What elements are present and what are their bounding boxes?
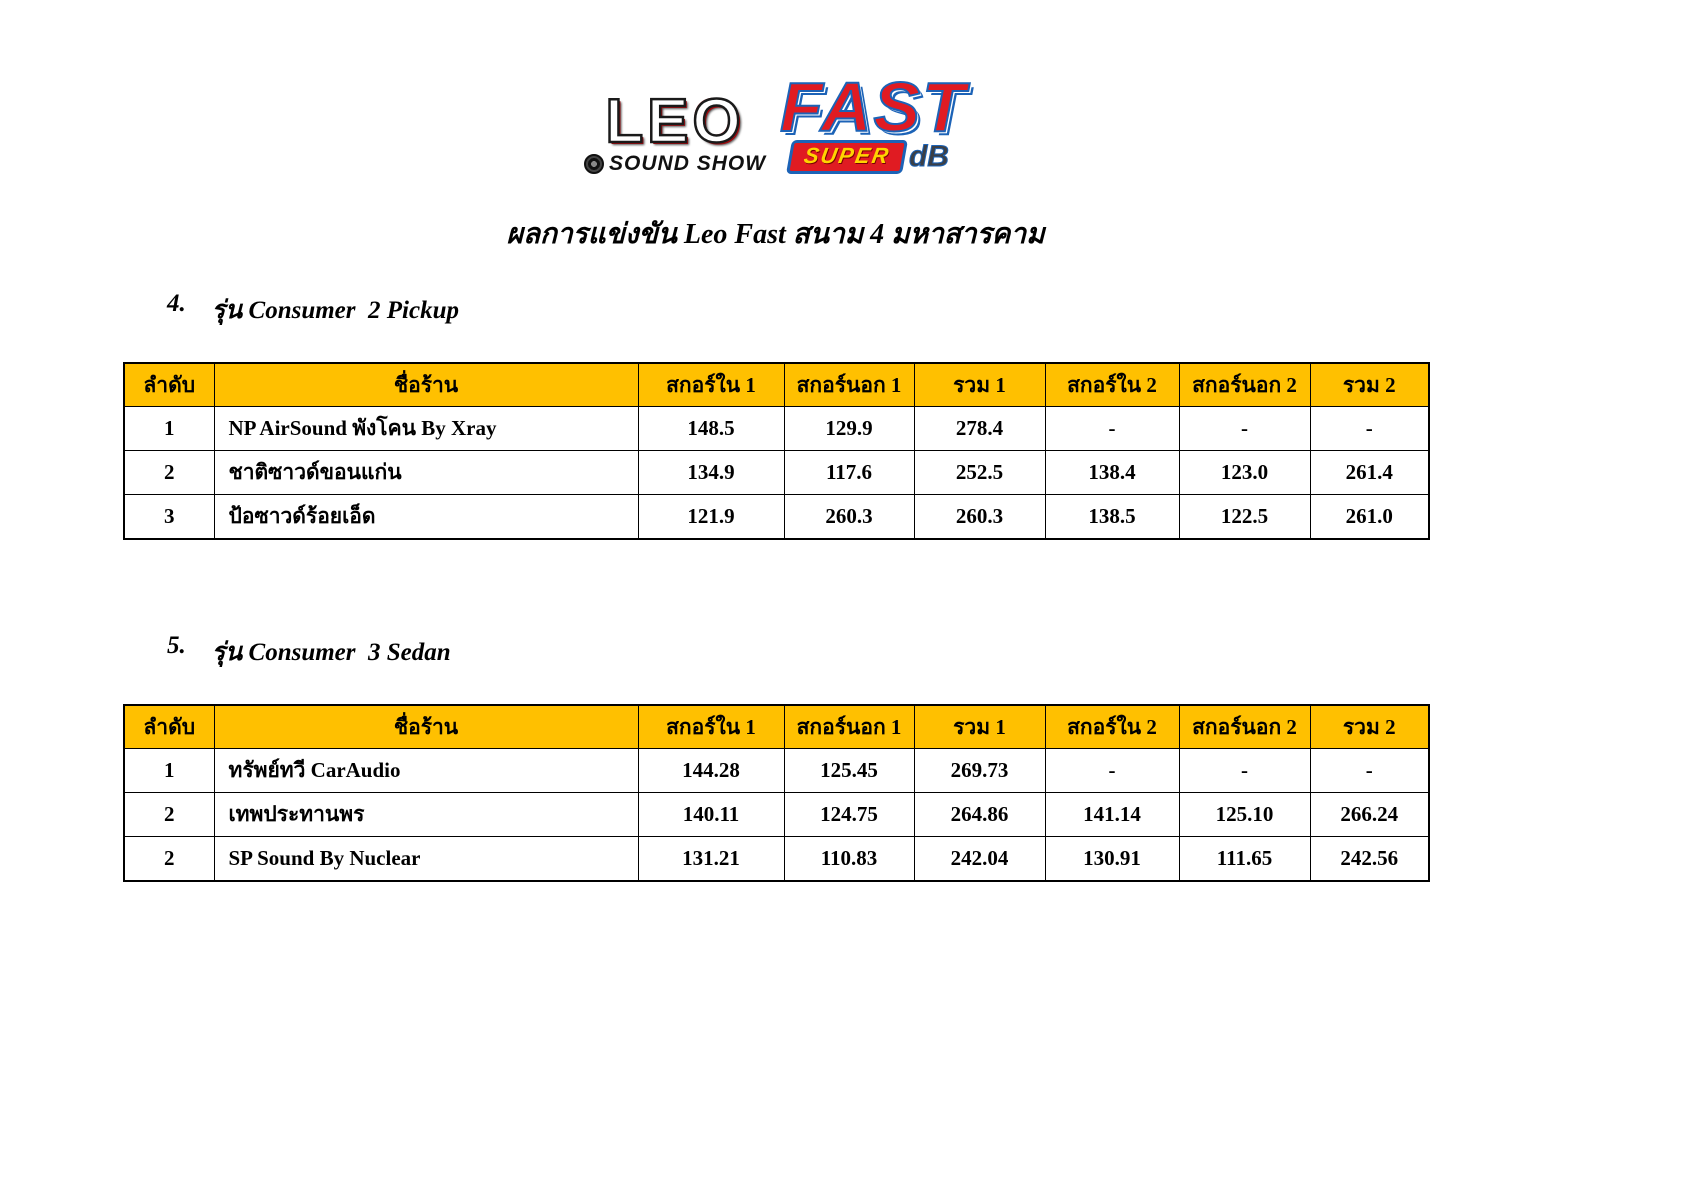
logo-fast-text: FAST bbox=[779, 68, 967, 146]
score-cell: 269.73 bbox=[913, 748, 1046, 793]
score-cell: - bbox=[1309, 748, 1430, 793]
column-header: สกอร์ใน 1 bbox=[637, 362, 785, 407]
section-title: รุ่น Consumer 3 Sedan bbox=[211, 639, 451, 666]
logo-super-row: SUPER dB bbox=[786, 140, 949, 174]
shop-name-cell: NP AirSound พังโคน By Xray bbox=[213, 406, 639, 451]
content-column: LEO SOUND SHOW FAST SUPER dB ผลการแข่งขั… bbox=[123, 68, 1430, 882]
score-cell: 140.11 bbox=[637, 792, 785, 837]
score-cell: 110.83 bbox=[783, 836, 915, 882]
logo-leo-text: LEO bbox=[604, 87, 745, 156]
logo-leo-block: LEO SOUND SHOW bbox=[584, 87, 766, 176]
table-row: 3 ป้อซาวด์ร้อยเอ็ด 121.9 260.3 260.3 138.5 122… bbox=[123, 494, 1430, 540]
score-cell: 148.5 bbox=[637, 406, 785, 451]
column-header: รวม 2 bbox=[1309, 704, 1430, 749]
column-header: ลำดับ bbox=[123, 362, 215, 407]
section-heading: 5. รุ่น Consumer 3 Sedan bbox=[123, 632, 1428, 672]
results-table-sedan: ลำดับ ชื่อร้าน สกอร์ใน 1 สกอร์นอก 1 รวม 1 สกอ… bbox=[123, 704, 1430, 882]
results-table-pickup: ลำดับ ชื่อร้าน สกอร์ใน 1 สกอร์นอก 1 รวม 1 สกอ… bbox=[123, 362, 1430, 540]
table-header-row: ลำดับ ชื่อร้าน สกอร์ใน 1 สกอร์นอก 1 รวม 1 สกอ… bbox=[123, 704, 1430, 749]
shop-name-cell: เทพประทานพร bbox=[213, 792, 639, 837]
table-row: 2 SP Sound By Nuclear 131.21 110.83 242.04 13… bbox=[123, 836, 1430, 882]
table-row: 1 NP AirSound พังโคน By Xray 148.5 129.9 278… bbox=[123, 406, 1430, 451]
score-cell: 134.9 bbox=[637, 450, 785, 495]
column-header: รวม 2 bbox=[1309, 362, 1430, 407]
shop-name-cell: ชาติซาวด์ขอนแก่น bbox=[213, 450, 639, 495]
score-cell: 125.45 bbox=[783, 748, 915, 793]
score-cell: 144.28 bbox=[637, 748, 785, 793]
rank-cell: 1 bbox=[123, 748, 215, 793]
logo-fast-block: FAST SUPER dB bbox=[779, 68, 967, 176]
table-header-row: ลำดับ ชื่อร้าน สกอร์ใน 1 สกอร์นอก 1 รวม 1 สกอ… bbox=[123, 362, 1430, 407]
column-header: สกอร์นอก 1 bbox=[783, 362, 915, 407]
section-consumer-3-sedan: 5. รุ่น Consumer 3 Sedan ลำดับ ชื่อร้าน สก… bbox=[123, 632, 1430, 882]
score-cell: 121.9 bbox=[637, 494, 785, 540]
rank-cell: 2 bbox=[123, 792, 215, 837]
table-row: 2 เทพประทานพร 140.11 124.75 264.86 141.14 125.… bbox=[123, 792, 1430, 837]
score-cell: 242.56 bbox=[1309, 836, 1430, 882]
score-cell: 131.21 bbox=[637, 836, 785, 882]
score-cell: 266.24 bbox=[1309, 792, 1430, 837]
section-consumer-2-pickup: 4. รุ่น Consumer 2 Pickup ลำดับ ชื่อร้านส… bbox=[123, 290, 1430, 540]
score-cell: - bbox=[1178, 748, 1311, 793]
score-cell: 260.3 bbox=[913, 494, 1046, 540]
score-cell: 111.65 bbox=[1178, 836, 1311, 882]
table-row: 1 ทรัพย์ทวี CarAudio 144.28 125.45 269.73- - - bbox=[123, 748, 1430, 793]
score-cell: 129.9 bbox=[783, 406, 915, 451]
shop-name-cell: SP Sound By Nuclear bbox=[213, 836, 639, 882]
score-cell: 122.5 bbox=[1178, 494, 1311, 540]
score-cell: 130.91 bbox=[1044, 836, 1180, 882]
logo-super-label: SUPER bbox=[802, 143, 893, 168]
score-cell: 117.6 bbox=[783, 450, 915, 495]
section-title: รุ่น Consumer 2 Pickup bbox=[211, 297, 459, 324]
column-header: สกอร์ใน 2 bbox=[1044, 704, 1180, 749]
score-cell: 123.0 bbox=[1178, 450, 1311, 495]
section-number: 5. bbox=[167, 632, 186, 659]
logo-sound-show-label: SOUND SHOW bbox=[609, 152, 767, 175]
score-cell: 124.75 bbox=[783, 792, 915, 837]
score-cell: 278.4 bbox=[913, 406, 1046, 451]
score-cell: - bbox=[1309, 406, 1430, 451]
score-cell: 264.86 bbox=[913, 792, 1046, 837]
rank-cell: 1 bbox=[123, 406, 215, 451]
score-cell: 260.3 bbox=[783, 494, 915, 540]
speaker-icon bbox=[584, 154, 605, 174]
score-cell: 242.04 bbox=[913, 836, 1046, 882]
score-cell: 138.4 bbox=[1044, 450, 1180, 495]
score-cell: 125.10 bbox=[1178, 792, 1311, 837]
section-heading: 4. รุ่น Consumer 2 Pickup bbox=[123, 290, 1428, 330]
page-title: ผลการแข่งขัน Leo Fast สนาม 4 มหาสารคาม bbox=[506, 219, 1045, 250]
column-header: สกอร์นอก 2 bbox=[1178, 704, 1311, 749]
column-header: สกอร์ใน 2 bbox=[1044, 362, 1180, 407]
shop-name-cell: ทรัพย์ทวี CarAudio bbox=[213, 748, 639, 793]
leo-fast-logo: LEO SOUND SHOW FAST SUPER dB bbox=[123, 68, 1428, 176]
score-cell: - bbox=[1178, 406, 1311, 451]
logo-sound-show-text: SOUND SHOW bbox=[584, 152, 766, 176]
column-header: สกอร์นอก 2 bbox=[1178, 362, 1311, 407]
score-cell: - bbox=[1044, 748, 1180, 793]
shop-name-cell: ป้อซาวด์ร้อยเอ็ด bbox=[213, 494, 639, 540]
column-header: ลำดับ bbox=[123, 704, 215, 749]
section-number: 4. bbox=[167, 290, 186, 317]
score-cell: 138.5 bbox=[1044, 494, 1180, 540]
column-header: ชื่อร้าน bbox=[213, 362, 639, 407]
rank-cell: 3 bbox=[123, 494, 215, 540]
rank-cell: 2 bbox=[123, 450, 215, 495]
logo-super-badge: SUPER bbox=[786, 140, 908, 174]
score-cell: 252.5 bbox=[913, 450, 1046, 495]
rank-cell: 2 bbox=[123, 836, 215, 882]
column-header: สกอร์ใน 1 bbox=[637, 704, 785, 749]
score-cell: - bbox=[1044, 406, 1180, 451]
score-cell: 141.14 bbox=[1044, 792, 1180, 837]
table-row: 2 ชาติซาวด์ขอนแก่น 134.9 117.6 252.5 138.4 123… bbox=[123, 450, 1430, 495]
column-header: สกอร์นอก 1 bbox=[783, 704, 915, 749]
score-cell: 261.4 bbox=[1309, 450, 1430, 495]
column-header: รวม 1 bbox=[913, 362, 1046, 407]
score-cell: 261.0 bbox=[1309, 494, 1430, 540]
column-header: รวม 1 bbox=[913, 704, 1046, 749]
logo-db-text: dB bbox=[908, 140, 949, 174]
column-header: ชื่อร้าน bbox=[213, 704, 639, 749]
